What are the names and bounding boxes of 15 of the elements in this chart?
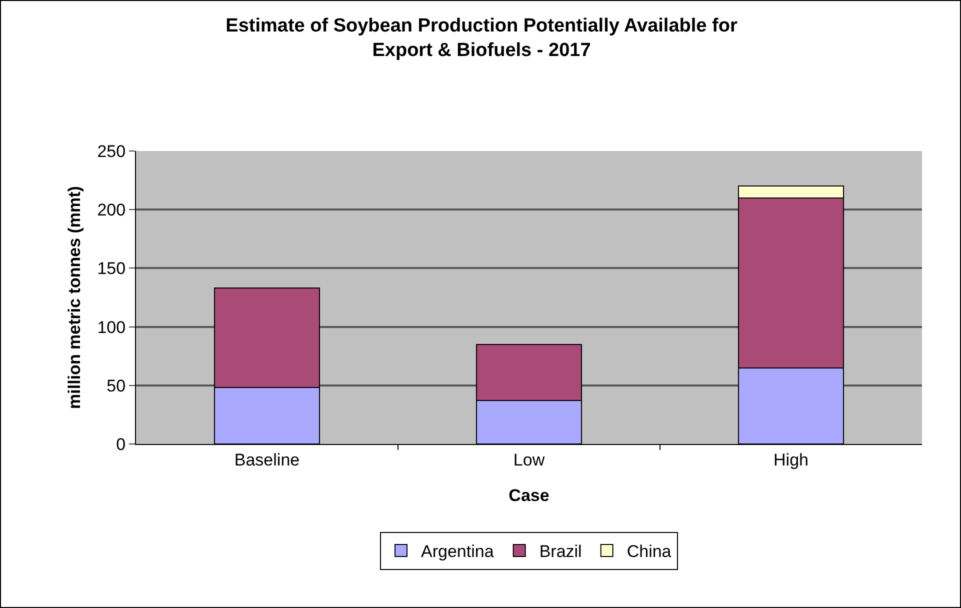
y-axis-title: million metric tonnes (mmt) (64, 186, 84, 409)
chart-title: Estimate of Soybean Production Potentially Available for Export & Biofuels - 2017 (226, 15, 738, 62)
legend-label: Brazil (539, 542, 582, 562)
y-tick-label: 100 (97, 318, 126, 337)
x-axis-title: Case (508, 486, 550, 505)
y-tick-label: 50 (106, 376, 126, 396)
x-tick-label: High (774, 450, 808, 470)
x-tick-label: Baseline (234, 450, 300, 470)
legend-label: Argentina (421, 542, 494, 562)
legend-label: China (626, 542, 672, 562)
y-tick-label: 150 (97, 259, 126, 278)
y-tick-label: 0 (116, 434, 126, 454)
y-tick-label: 250 (97, 142, 126, 161)
x-tick-label: Low (513, 450, 546, 470)
y-tick-label: 200 (97, 200, 126, 220)
